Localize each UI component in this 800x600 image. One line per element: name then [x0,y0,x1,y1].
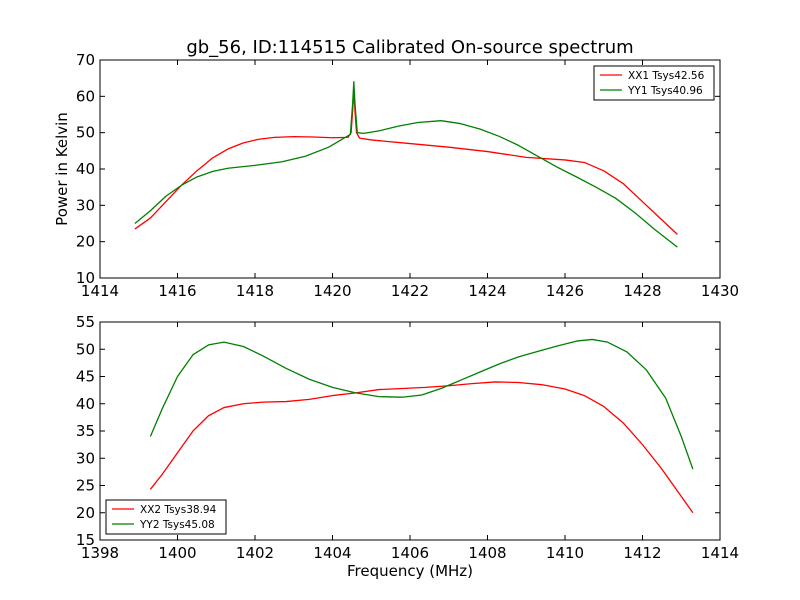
top-legend-label-yy1: YY1 Tsys40.96 [627,85,703,97]
top-y-tick-label: 60 [76,87,95,105]
top-x-tick-label: 1420 [313,282,351,300]
bottom-x-tick-label: 1408 [468,544,506,562]
top-series-line-2 [134,81,678,248]
top-series-layer [134,81,678,248]
bottom-legend-label-yy2: YY2 Tsys45.08 [139,519,215,531]
bottom-legend: XX2 Tsys38.94 YY2 Tsys45.08 [105,499,227,535]
bottom-y-tick-label: 30 [76,449,95,467]
bottom-x-tick-label: 1398 [81,544,119,562]
bottom-subplot: 1398 1400 1402 1404 1406 1408 1410 1412 1414 15 20… [76,313,739,580]
top-x-tick-label: 1422 [391,282,429,300]
bottom-series-layer [149,338,694,514]
top-x-tick-label: 1414 [81,282,119,300]
bottom-y-tick-label: 25 [76,477,95,495]
bottom-y-tick-label: 45 [76,368,95,386]
top-y-tick-label: 20 [76,233,95,251]
top-y-axis-label: Power in Kelvin [53,112,71,226]
bottom-y-tick-label: 20 [76,504,95,522]
bottom-plot-frame [99,321,721,541]
top-x-tick-label: 1430 [701,282,739,300]
top-x-tick-label: 1416 [158,282,196,300]
bottom-x-tick-label: 1410 [546,544,584,562]
top-y-tick-label: 40 [76,160,95,178]
top-x-tick-label: 1428 [623,282,661,300]
bottom-y-tick-label: 35 [76,422,95,440]
top-legend: XX1 Tsys42.56 YY1 Tsys40.96 [593,65,715,101]
top-y-tick-label: 50 [76,124,95,142]
top-plot-frame [99,59,721,279]
bottom-y-tick-label: 50 [76,340,95,358]
bottom-x-tick-label: 1406 [391,544,429,562]
bottom-x-tick-label: 1404 [313,544,351,562]
bottom-x-tick-label: 1400 [158,544,196,562]
bottom-x-tick-label: 1402 [236,544,274,562]
top-x-tick-label: 1418 [236,282,274,300]
top-legend-label-xx1: XX1 Tsys42.56 [628,70,705,82]
top-tick-layer: 1414 1416 1418 1420 1422 1424 1426 1428 1430 10 20… [76,51,739,300]
bottom-y-tick-label: 55 [76,313,95,331]
top-legend-box [593,65,715,101]
bottom-legend-box [105,499,227,535]
top-y-tick-label: 10 [76,269,95,287]
bottom-y-tick-label: 15 [76,531,95,549]
bottom-tick-layer: 1398 1400 1402 1404 1406 1408 1410 1412 1414 15 20… [76,313,739,562]
top-y-tick-label: 30 [76,196,95,214]
top-x-tick-label: 1426 [546,282,584,300]
top-y-tick-label: 70 [76,51,95,69]
bottom-legend-label-xx2: XX2 Tsys38.94 [140,504,217,516]
bottom-series-line-1 [149,381,694,514]
figure-title: gb_56, ID:114515 Calibrated On-source sp… [186,37,633,58]
bottom-x-tick-label: 1412 [623,544,661,562]
bottom-series-line-2 [149,338,694,470]
top-subplot: 1414 1416 1418 1420 1422 1424 1426 1428 1430 10 20… [53,51,739,300]
bottom-x-axis-label: Frequency (MHz) [347,562,473,580]
top-x-tick-label: 1424 [468,282,506,300]
bottom-y-tick-label: 40 [76,395,95,413]
bottom-x-tick-label: 1414 [701,544,739,562]
